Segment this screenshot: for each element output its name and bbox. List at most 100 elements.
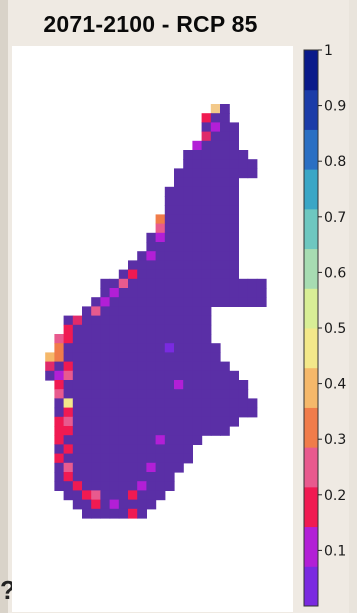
heatmap-cell — [174, 462, 184, 473]
heatmap-cell — [220, 122, 230, 133]
heatmap-cell — [137, 269, 147, 280]
heatmap-cell — [229, 214, 239, 225]
heatmap-cell — [210, 370, 221, 381]
heatmap-cell — [63, 352, 74, 363]
heatmap-cell — [146, 260, 157, 271]
heatmap-cell — [220, 370, 230, 381]
heatmap-cell — [201, 214, 212, 225]
heatmap-cell — [192, 232, 203, 243]
colorbar-tick-label: 0.2 — [324, 488, 346, 504]
colorbar-segment — [304, 288, 318, 329]
heatmap-cell — [238, 297, 249, 307]
heatmap-cell — [238, 159, 249, 169]
heatmap-cell — [91, 297, 101, 307]
heatmap-cell — [91, 444, 101, 455]
heatmap-cell — [183, 269, 193, 280]
heatmap-cell — [164, 196, 175, 206]
heatmap-cell — [238, 380, 249, 390]
heatmap-cell — [63, 334, 74, 344]
heatmap-cell — [201, 150, 212, 160]
heatmap-cell — [183, 361, 193, 372]
heatmap-cell — [183, 251, 193, 261]
heatmap-cell — [100, 380, 111, 390]
heatmap-cell — [155, 251, 166, 261]
heatmap-cell — [201, 251, 212, 261]
colorbar-segment — [304, 407, 318, 448]
heatmap-cell — [128, 306, 138, 317]
heatmap-cell — [256, 278, 267, 289]
heatmap-cell — [183, 196, 193, 206]
heatmap-cell — [174, 334, 184, 344]
heatmap-cell — [100, 288, 111, 298]
heatmap-cell — [201, 324, 212, 335]
heatmap-cell — [201, 352, 212, 363]
heatmap-cell — [238, 389, 249, 399]
heatmap-cell — [128, 352, 138, 363]
heatmap-cell — [220, 297, 230, 307]
heatmap-cell — [164, 453, 175, 464]
heatmap-cell — [63, 426, 74, 436]
heatmap-cell — [164, 232, 175, 243]
heatmap-cell — [183, 398, 193, 409]
heatmap-cell — [118, 453, 129, 464]
heatmap-cell — [91, 435, 101, 445]
heatmap-cell — [54, 398, 65, 409]
heatmap-cell — [54, 444, 65, 455]
heatmap-cell — [201, 416, 212, 427]
heatmap-cell — [100, 398, 111, 409]
heatmap-cell — [82, 416, 92, 427]
heatmap-cell — [91, 416, 101, 427]
heatmap-cell — [109, 334, 120, 344]
heatmap-cell — [100, 389, 111, 399]
heatmap-cell — [82, 508, 92, 519]
heatmap-cell — [137, 343, 147, 353]
corner-glyph: ? — [0, 575, 12, 605]
heatmap-cell — [220, 278, 230, 289]
heatmap-cell — [201, 370, 212, 381]
heatmap-cell — [220, 361, 230, 372]
heatmap-cell — [192, 278, 203, 289]
heatmap-cell — [210, 177, 221, 188]
heatmap-cell — [174, 453, 184, 464]
heatmap-cell — [91, 453, 101, 464]
heatmap-cell — [183, 159, 193, 169]
heatmap-cell — [247, 168, 258, 179]
heatmap-cell — [118, 315, 129, 326]
heatmap-cell — [63, 435, 74, 445]
heatmap-cell — [100, 435, 111, 445]
heatmap-cell — [220, 104, 230, 114]
heatmap-cell — [210, 113, 221, 123]
heatmap-cell — [183, 306, 193, 317]
heatmap-cell — [210, 352, 221, 363]
heatmap-cell — [155, 352, 166, 363]
heatmap-cell — [174, 407, 184, 418]
heatmap-cell — [100, 324, 111, 335]
heatmap-cell — [109, 472, 120, 482]
heatmap-cell — [183, 288, 193, 298]
heatmap-cell — [174, 177, 184, 188]
heatmap-cell — [210, 196, 221, 206]
heatmap-cell — [128, 269, 138, 280]
heatmap-cell — [82, 398, 92, 409]
heatmap-cell — [192, 426, 203, 436]
heatmap-cell — [164, 370, 175, 381]
heatmap-cell — [118, 352, 129, 363]
colorbar-tick-label: 0.5 — [324, 321, 346, 337]
heatmap-cell — [164, 223, 175, 234]
heatmap-cell — [192, 288, 203, 298]
heatmap-cell — [128, 398, 138, 409]
heatmap-cell — [210, 389, 221, 399]
heatmap-cell — [183, 352, 193, 363]
heatmap-cell — [183, 407, 193, 418]
heatmap-cell — [128, 297, 138, 307]
heatmap-cell — [229, 168, 239, 179]
heatmap-cell — [164, 481, 175, 491]
heatmap-cell — [137, 352, 147, 363]
heatmap-cell — [82, 306, 92, 317]
heatmap-cell — [109, 453, 120, 464]
heatmap-cell — [109, 481, 120, 491]
heatmap-cell — [146, 352, 157, 363]
heatmap-cell — [100, 297, 111, 307]
heatmap-cell — [192, 407, 203, 418]
heatmap-cell — [146, 361, 157, 372]
